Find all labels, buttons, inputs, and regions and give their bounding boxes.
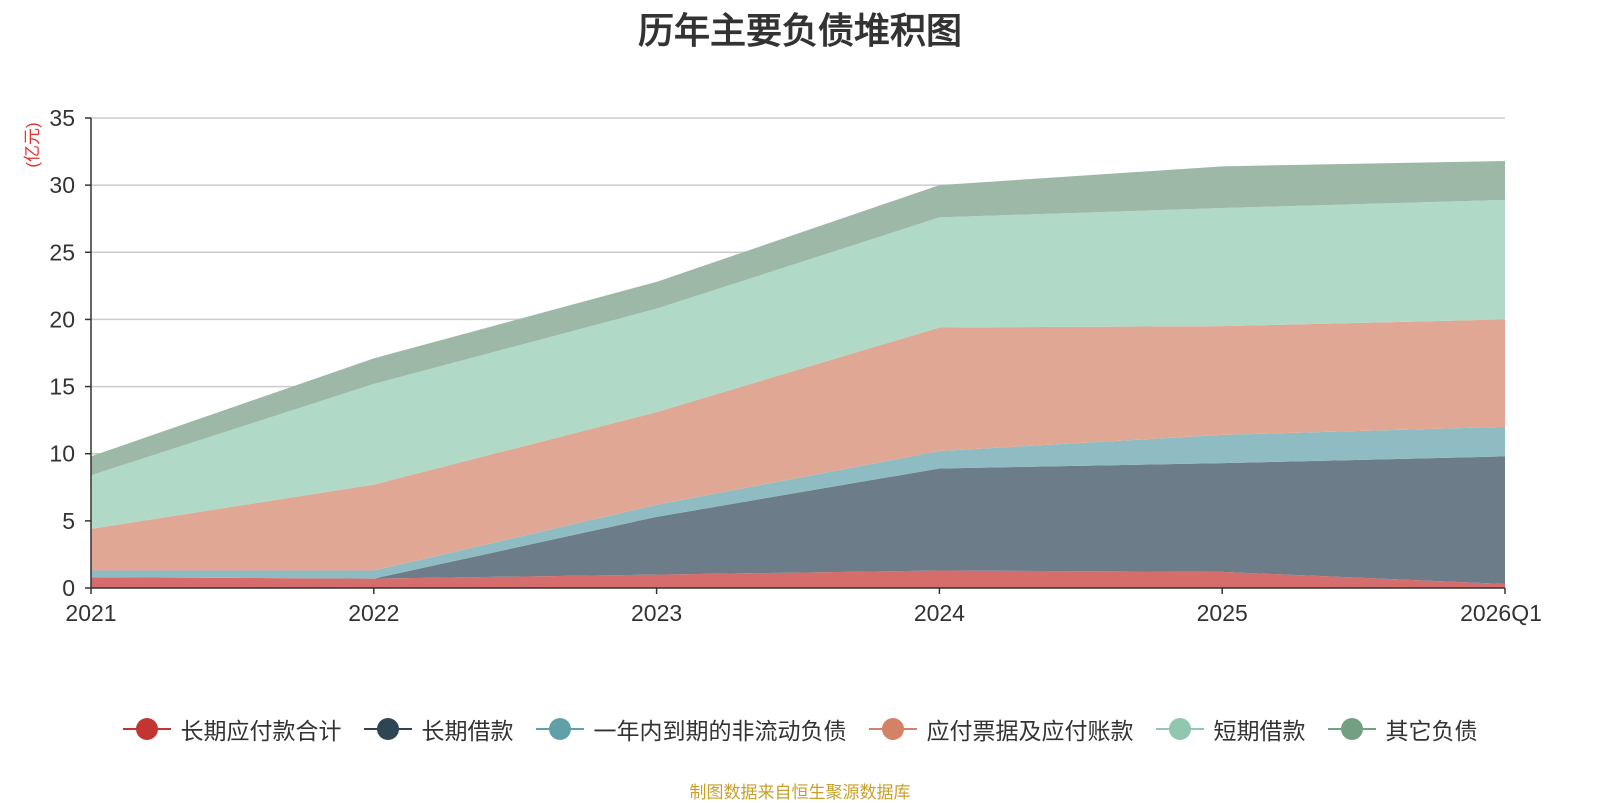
y-tick-label: 25	[49, 239, 75, 265]
legend-item[interactable]: 一年内到期的非流动负债	[535, 712, 847, 746]
y-tick-label: 20	[49, 306, 75, 332]
legend-marker-icon	[535, 717, 584, 741]
legend-label: 应付票据及应付账款	[926, 718, 1134, 744]
legend-marker-icon	[1327, 717, 1376, 741]
y-tick-label: 5	[62, 508, 75, 534]
legend-label: 其它负债	[1385, 718, 1478, 744]
area-series-2	[91, 426, 1505, 579]
x-tick-label: 2021	[65, 600, 116, 626]
legend-marker-icon	[868, 717, 917, 741]
area-series-0	[91, 570, 1505, 588]
x-tick-label: 2024	[914, 600, 965, 626]
y-tick-label: 15	[49, 374, 75, 400]
legend-item[interactable]: 长期借款	[363, 712, 514, 746]
legend-item[interactable]: 短期借款	[1155, 712, 1306, 746]
source-note: 制图数据来自恒生聚源数据库	[689, 783, 911, 802]
legend-marker-icon	[1155, 717, 1204, 741]
legend-label: 长期应付款合计	[180, 718, 342, 744]
legend-item[interactable]: 应付票据及应付账款	[868, 712, 1134, 746]
area-series-4	[91, 199, 1505, 529]
legend-marker-icon	[122, 717, 171, 741]
x-tick-label: 2023	[631, 600, 682, 626]
y-tick-label: 30	[49, 172, 75, 198]
y-tick-label: 10	[49, 441, 75, 467]
y-tick-label: 0	[62, 575, 75, 601]
y-axis-unit-label: (亿元)	[23, 122, 42, 167]
legend-label: 长期借款	[421, 718, 514, 744]
y-tick-label: 35	[49, 105, 75, 131]
x-tick-label: 2025	[1197, 600, 1248, 626]
legend-label: 一年内到期的非流动负债	[593, 718, 847, 744]
legend-marker-icon	[363, 717, 412, 741]
chart-title: 历年主要负债堆积图	[637, 10, 962, 51]
legend-item[interactable]: 长期应付款合计	[122, 712, 342, 746]
area-series-1	[91, 456, 1505, 584]
x-tick-label: 2026Q1	[1460, 600, 1542, 626]
x-tick-label: 2022	[348, 600, 399, 626]
area-series-3	[91, 319, 1505, 571]
legend-item[interactable]: 其它负债	[1327, 712, 1478, 746]
legend: 长期应付款合计 长期借款 一年内到期的非流动负债 应付票据及应付账款 短期借款 其它负债	[0, 712, 1600, 746]
area-series-5	[91, 160, 1505, 476]
legend-label: 短期借款	[1213, 718, 1306, 744]
